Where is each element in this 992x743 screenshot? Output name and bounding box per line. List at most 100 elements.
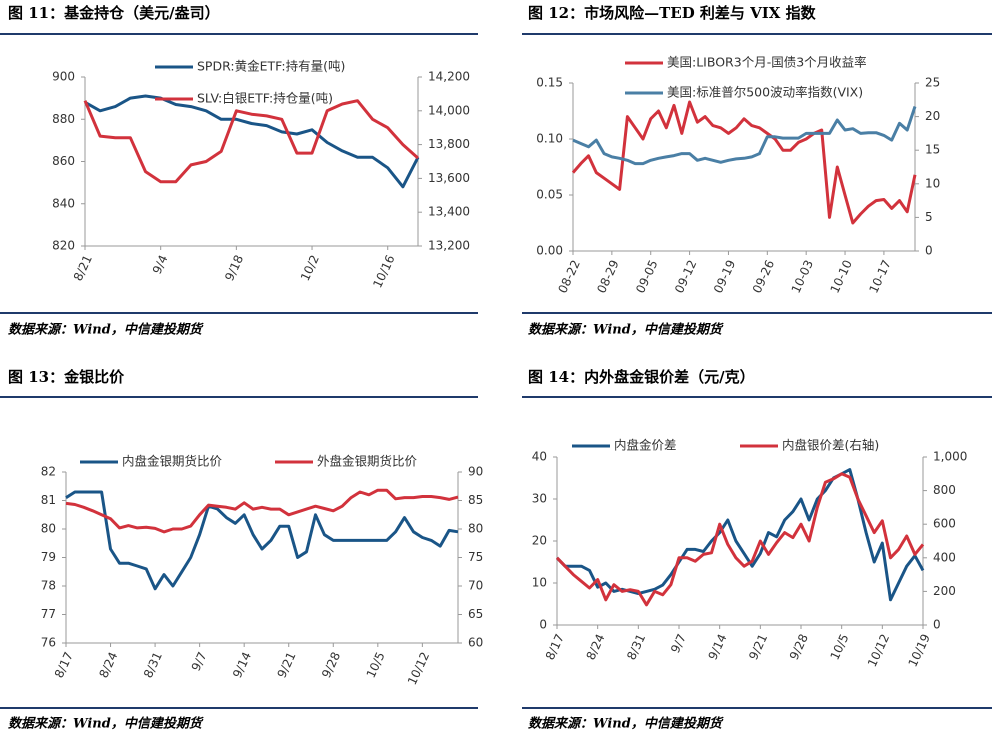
x-tick-label: 09-12 [672, 258, 699, 296]
legend-label: SLV:白银ETF:持仓量(吨) [197, 91, 333, 106]
series-line [84, 94, 420, 189]
y-tick-label: 820 [52, 239, 75, 253]
y2-tick-label: 13,800 [428, 137, 470, 151]
series-line [572, 106, 917, 166]
y2-tick-label: 75 [468, 550, 483, 564]
x-tick-label: 10-17 [866, 258, 893, 296]
y-tick-label: 78 [41, 579, 56, 593]
y-tick-label: 79 [41, 550, 56, 564]
y2-tick-label: 14,000 [428, 103, 470, 117]
x-tick-label: 09-19 [711, 258, 738, 296]
y2-tick-label: 70 [468, 579, 483, 593]
x-tick-label: 9/28 [319, 650, 343, 680]
legend-label: SPDR:黄金ETF:持有量(吨) [197, 59, 345, 74]
x-tick-label: 10/12 [405, 650, 432, 687]
y-tick-label: 81 [41, 493, 56, 507]
x-tick-label: 9/7 [668, 632, 689, 655]
y2-tick-label: 600 [933, 517, 956, 531]
x-tick-label: 9/4 [150, 253, 171, 276]
y2-tick-label: 25 [925, 76, 940, 90]
series-line [571, 100, 917, 225]
y2-tick-label: 13,400 [428, 205, 470, 219]
x-tick-label: 08-22 [555, 258, 582, 296]
series-line [555, 468, 925, 602]
source-note: 数据来源：Wind，中信建投期货 [8, 322, 204, 338]
series-line [555, 472, 925, 607]
y-tick-label: 0.10 [536, 132, 563, 146]
y-tick-label: 0.00 [536, 244, 563, 258]
series-line [65, 490, 459, 591]
y2-tick-label: 20 [925, 109, 940, 123]
series-line [83, 99, 419, 184]
y2-tick-label: 800 [933, 483, 956, 497]
panel-title: 图 13：金银比价 [8, 368, 125, 386]
y-tick-label: 0.15 [536, 76, 563, 90]
y-tick-label: 880 [52, 112, 75, 126]
x-tick-label: 9/28 [787, 632, 811, 662]
x-tick-label: 10/19 [906, 632, 933, 669]
y-tick-label: 80 [41, 522, 56, 536]
y2-tick-label: 60 [468, 636, 483, 650]
x-tick-label: 8/24 [583, 632, 607, 662]
y-tick-label: 840 [52, 196, 75, 210]
source-note: 数据来源：Wind，中信建投期货 [8, 716, 204, 732]
x-tick-label: 10/16 [370, 253, 397, 290]
x-tick-label: 9/18 [222, 253, 246, 283]
x-tick-label: 10/5 [364, 650, 388, 680]
x-tick-label: 9/7 [189, 650, 210, 673]
y2-tick-label: 90 [468, 465, 483, 479]
y2-tick-label: 14,200 [428, 70, 470, 84]
y2-tick-label: 5 [925, 210, 933, 224]
x-tick-label: 9/21 [275, 650, 299, 680]
y-tick-label: 76 [41, 636, 56, 650]
y2-tick-label: 0 [925, 244, 933, 258]
legend-label: 美国:LIBOR3个月-国债3个月收益率 [667, 55, 867, 70]
y-tick-label: 40 [532, 450, 547, 464]
panel-title: 图 11：基金持仓（美元/盎司） [8, 4, 220, 22]
x-tick-label: 10/5 [827, 632, 851, 662]
x-tick-label: 9/14 [230, 650, 254, 680]
legend-label: 内盘金价差 [614, 438, 677, 453]
y-tick-label: 900 [52, 70, 75, 84]
x-tick-label: 10-10 [828, 258, 855, 296]
x-tick-label: 09-05 [633, 258, 660, 296]
y2-tick-label: 85 [468, 493, 483, 507]
y-tick-label: 10 [532, 576, 547, 590]
y-tick-label: 77 [41, 607, 56, 621]
x-tick-label: 10-03 [789, 258, 816, 296]
y2-tick-label: 1,000 [933, 450, 967, 464]
y2-tick-label: 15 [925, 143, 940, 157]
y2-tick-label: 400 [933, 550, 956, 564]
y2-tick-label: 200 [933, 584, 956, 598]
y-tick-label: 20 [532, 534, 547, 548]
panel-title: 图 12：市场风险—TED 利差与 VIX 指数 [528, 4, 817, 22]
legend-label: 美国:标准普尔500波动率指数(VIX) [667, 85, 863, 100]
source-note: 数据来源：Wind，中信建投期货 [528, 322, 724, 338]
y-tick-label: 82 [41, 465, 56, 479]
x-tick-label: 8/21 [71, 253, 95, 283]
x-tick-label: 08-29 [594, 258, 621, 296]
x-tick-label: 10/12 [865, 632, 892, 669]
y-tick-label: 860 [52, 154, 75, 168]
legend-label: 内盘银价差(右轴) [782, 438, 879, 453]
x-tick-label: 09-26 [750, 258, 777, 296]
y2-tick-label: 80 [468, 522, 483, 536]
x-tick-label: 9/14 [705, 632, 729, 662]
legend-label: 内盘金银期货比价 [122, 454, 223, 469]
y2-tick-label: 0 [933, 618, 941, 632]
series-line [65, 488, 459, 534]
y2-tick-label: 65 [468, 607, 483, 621]
x-tick-label: 8/31 [141, 650, 165, 680]
y2-tick-label: 13,600 [428, 171, 470, 185]
y2-tick-label: 13,200 [428, 239, 470, 253]
x-tick-label: 8/31 [624, 632, 648, 662]
panel-title: 图 14：内外盘金银价差（元/克） [528, 368, 755, 386]
y-tick-label: 0 [539, 618, 547, 632]
x-tick-label: 8/17 [52, 650, 76, 680]
y2-tick-label: 10 [925, 176, 940, 190]
x-tick-label: 8/17 [543, 632, 567, 662]
x-tick-label: 8/24 [96, 650, 120, 680]
y-tick-label: 0.05 [536, 188, 563, 202]
